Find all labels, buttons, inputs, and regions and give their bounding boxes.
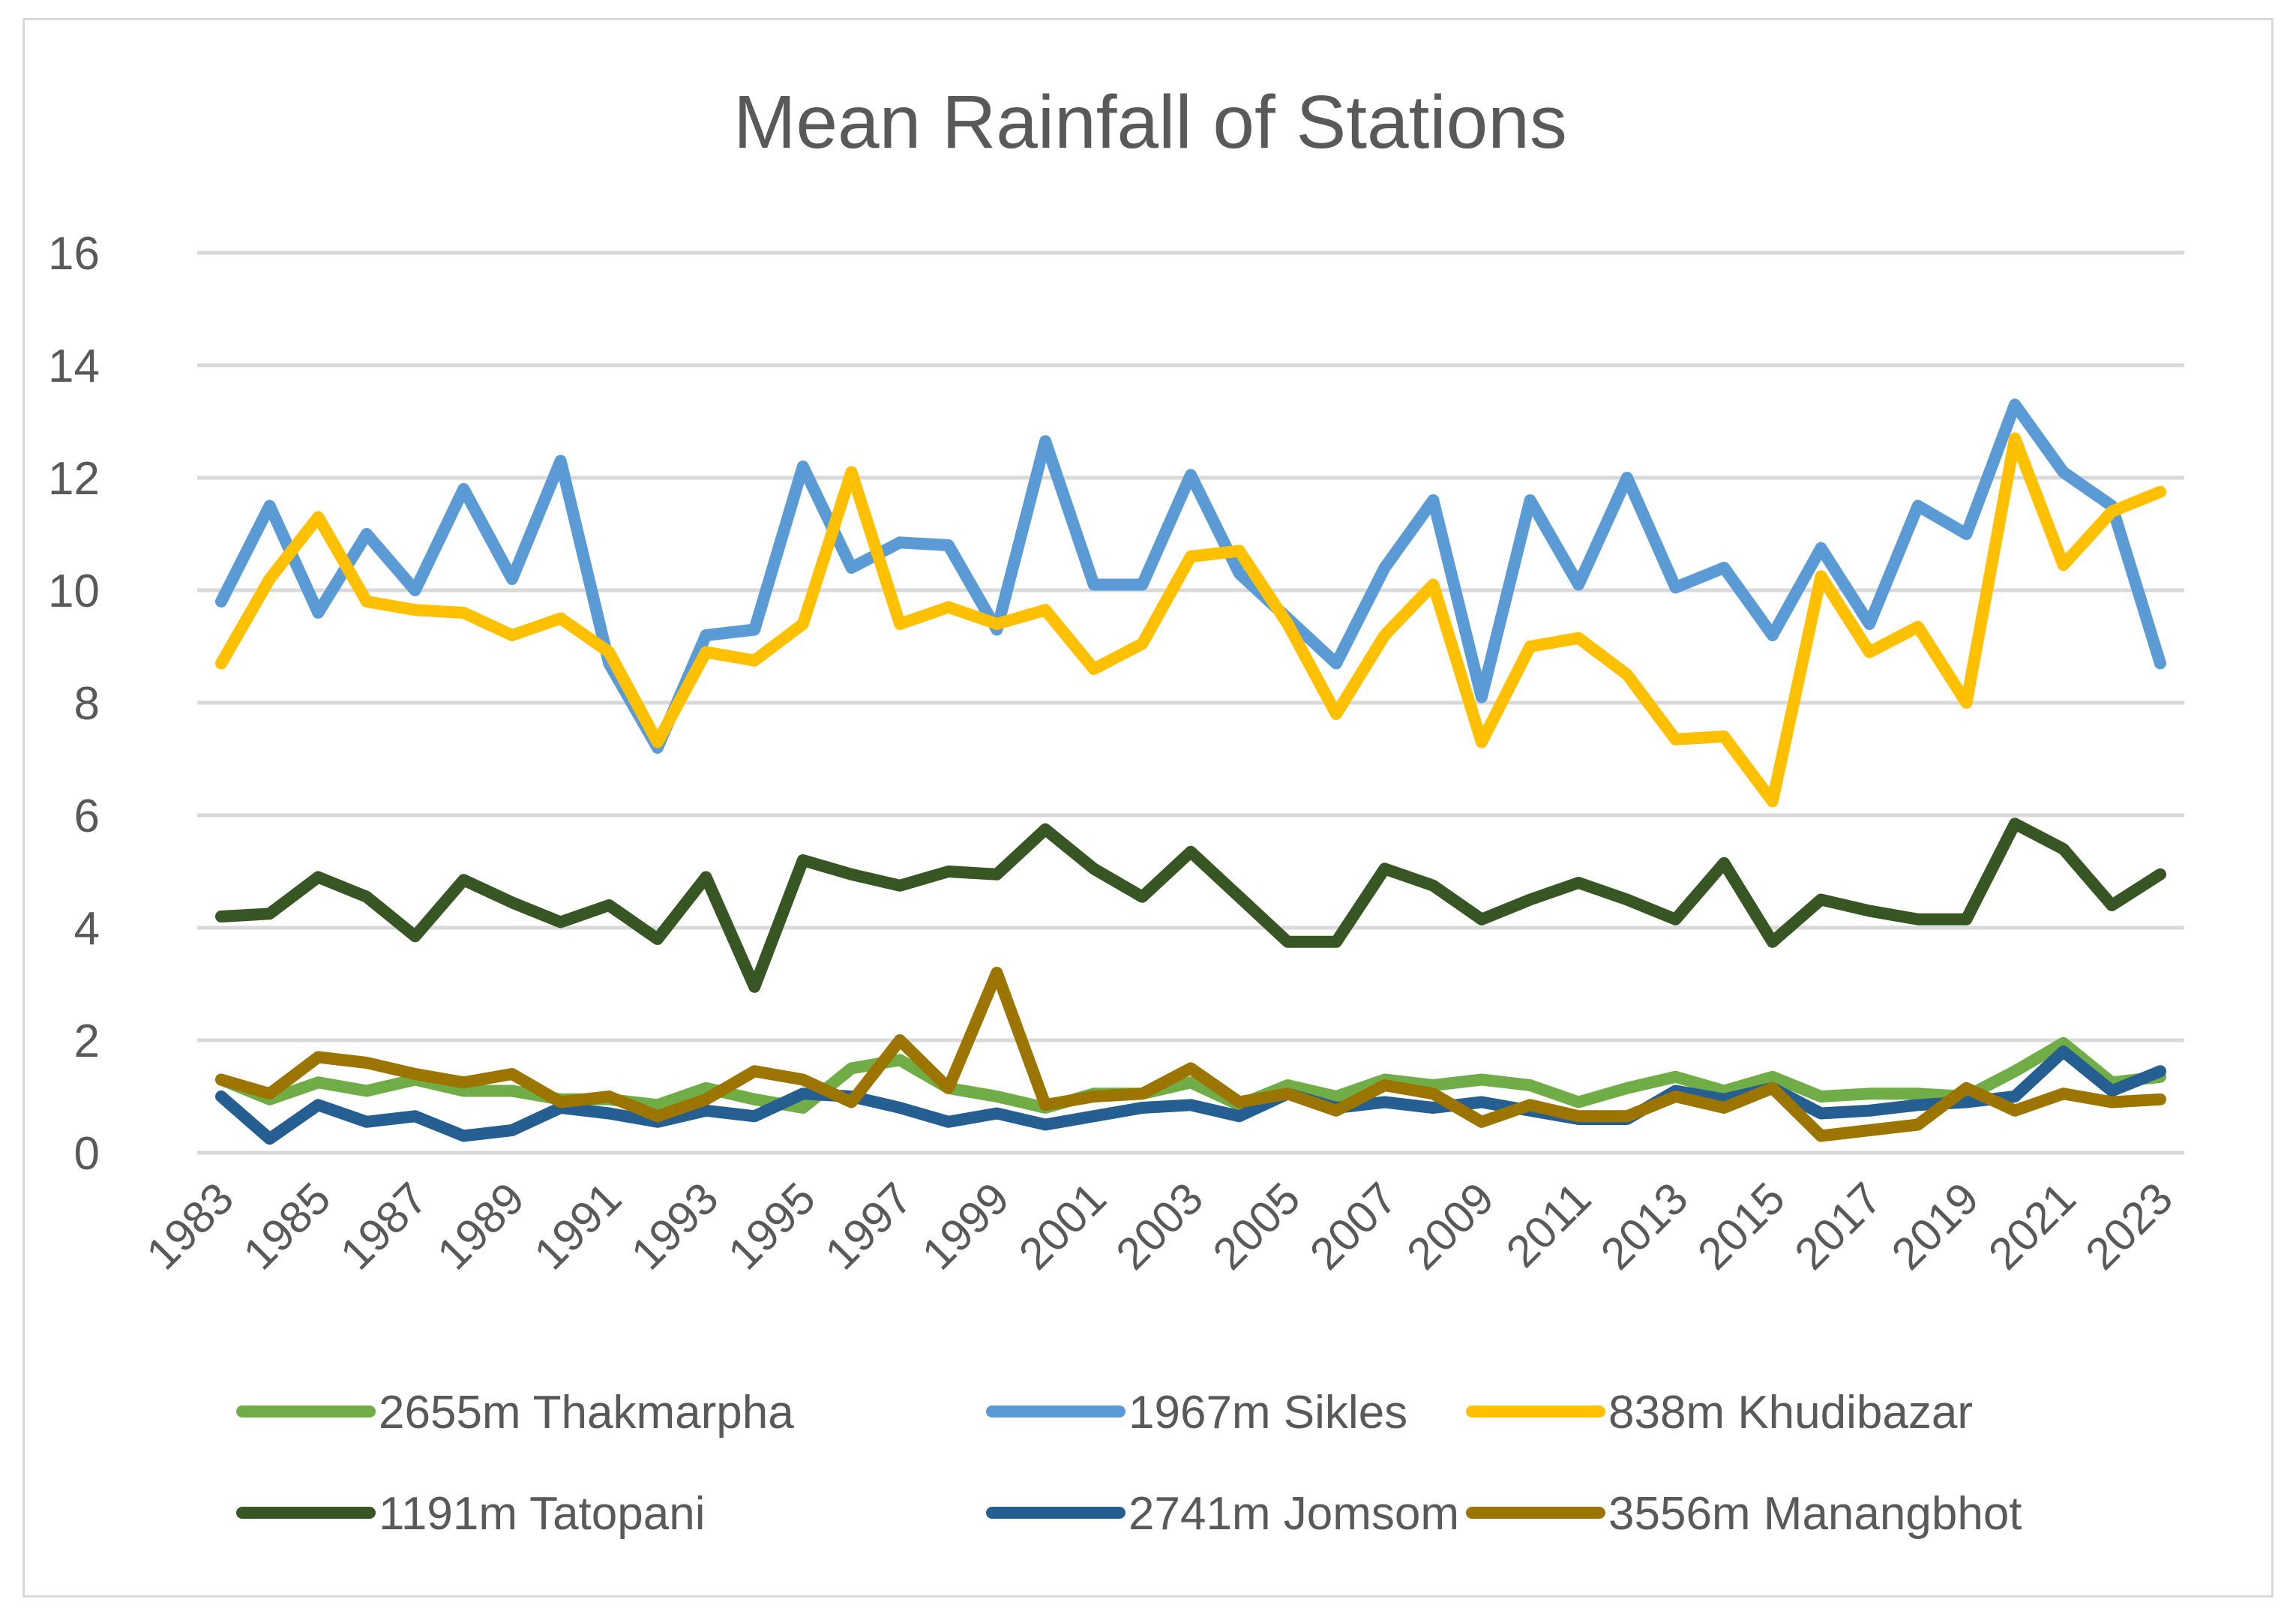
legend-item: 1191m Tatopani — [236, 1488, 705, 1540]
series-line-3556m-manangbhot — [215, 967, 2166, 1142]
x-tick-label: 1997 — [816, 1173, 922, 1280]
y-tick-label: 14 — [48, 340, 100, 392]
x-tick-label: 1983 — [136, 1173, 243, 1280]
y-tick-label: 2 — [74, 1016, 100, 1067]
x-tick-label: 1991 — [525, 1173, 631, 1280]
legend: 2655m Thakmarpha 1967m Sikles 838m Khudiba… — [236, 1387, 2022, 1540]
x-tick-label: 2009 — [1397, 1173, 1503, 1280]
x-tick-label: 1989 — [427, 1173, 534, 1280]
x-tick-label: 1999 — [913, 1173, 1019, 1280]
x-tick-label: 2023 — [2076, 1173, 2182, 1280]
series-lines — [215, 398, 2166, 1145]
x-tick-label: 2013 — [1591, 1173, 1698, 1280]
legend-label: 838m Khudibazar — [1608, 1387, 1973, 1438]
series-line-2741m-jomsom — [215, 1046, 2166, 1145]
legend-label: 2655m Thakmarpha — [379, 1387, 794, 1438]
x-tick-label: 2021 — [1979, 1173, 2085, 1280]
y-tick-label: 10 — [48, 566, 100, 617]
legend-label: 3556m Manangbhot — [1608, 1488, 2022, 1540]
x-tick-label: 2007 — [1300, 1173, 1407, 1280]
legend-label: 2741m Jomsom — [1129, 1488, 1459, 1540]
x-tick-label: 2005 — [1203, 1173, 1310, 1280]
y-tick-label: 16 — [48, 228, 100, 280]
y-tick-label: 6 — [74, 790, 100, 842]
legend-label: 1967m Sikles — [1129, 1387, 1407, 1438]
y-tick-label: 12 — [48, 453, 100, 505]
chart-frame: Mean Rainfall of Stations 0 2 4 6 8 10 12 14 16 … — [22, 18, 2274, 1598]
series-line-1967m-sikles — [215, 398, 2166, 754]
y-tick-label: 8 — [74, 678, 100, 730]
x-tick-label: 2019 — [1882, 1173, 1989, 1280]
legend-label: 1191m Tatopani — [379, 1488, 705, 1540]
legend-item: 2741m Jomsom — [986, 1488, 1459, 1540]
legend-item: 838m Khudibazar — [1466, 1387, 1973, 1438]
x-axis: 1983198519871989199119931995199719992001… — [136, 1173, 2182, 1280]
chart-title: Mean Rainfall of Stations — [733, 80, 1567, 164]
x-tick-label: 1993 — [622, 1173, 728, 1280]
series-line-1191m-tatopani — [215, 818, 2166, 993]
series-line-838m-khudibazar — [215, 432, 2166, 808]
chart-canvas: Mean Rainfall of Stations 0246810121416 … — [48, 80, 2184, 1540]
x-tick-label: 1985 — [234, 1173, 340, 1280]
x-tick-label: 1995 — [718, 1173, 825, 1280]
x-tick-label: 2011 — [1497, 1173, 1601, 1277]
x-tick-label: 2003 — [1106, 1173, 1212, 1280]
x-tick-label: 2017 — [1785, 1173, 1892, 1280]
x-tick-label: 2001 — [1009, 1173, 1116, 1280]
legend-item: 1967m Sikles — [986, 1387, 1407, 1438]
y-tick-label: 4 — [74, 903, 100, 955]
x-tick-label: 2015 — [1688, 1173, 1794, 1280]
legend-item: 2655m Thakmarpha — [236, 1387, 794, 1438]
y-axis: 0 2 4 6 8 10 12 14 16 — [48, 228, 100, 1180]
legend-item: 3556m Manangbhot — [1466, 1488, 2022, 1540]
x-tick-label: 1987 — [331, 1173, 437, 1280]
y-tick-label: 0 — [74, 1128, 100, 1180]
gridlines — [197, 250, 2184, 1155]
